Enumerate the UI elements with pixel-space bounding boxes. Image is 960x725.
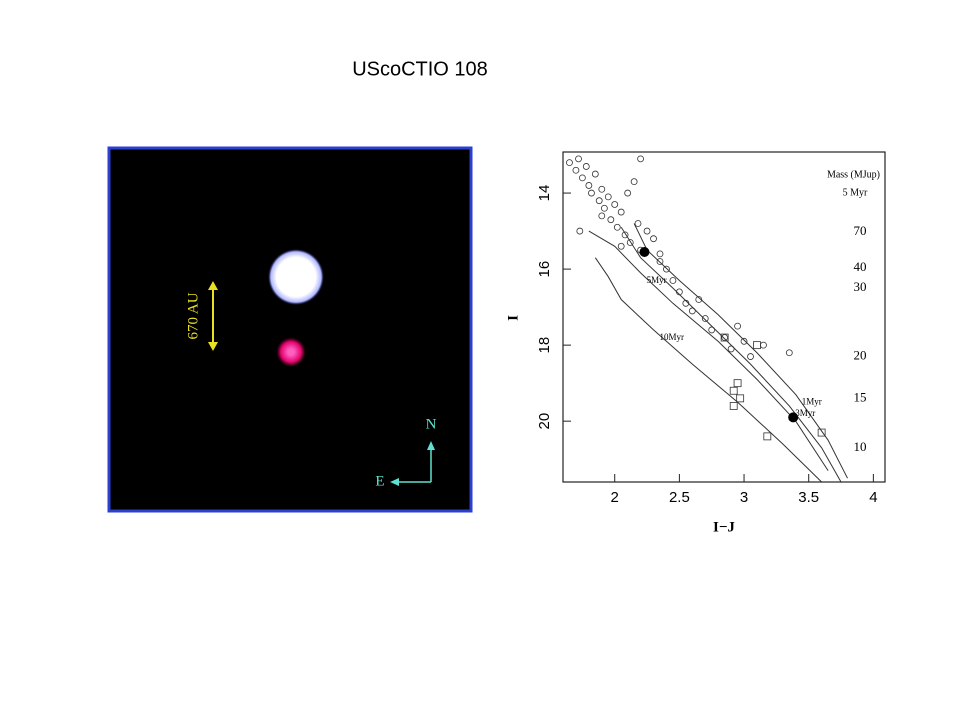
- star-point: [740, 337, 748, 345]
- isochrone-label: 3Myr: [795, 408, 815, 418]
- slide-title: UScoCTIO 108: [352, 58, 488, 80]
- star-point: [604, 193, 612, 201]
- star-point: [675, 288, 683, 296]
- square-point: [763, 432, 772, 441]
- star-point: [626, 239, 634, 246]
- x-tick-label: 3: [740, 489, 748, 506]
- mass-tick-label: 20: [854, 348, 867, 363]
- image-frame: [107, 146, 473, 513]
- star-point: [588, 189, 595, 197]
- star-point: [701, 315, 709, 322]
- square-point: [736, 394, 745, 403]
- square-point: [733, 379, 742, 388]
- square-point: [753, 341, 761, 350]
- square-point: [729, 402, 738, 410]
- star-point: [591, 170, 599, 178]
- star-point: [721, 334, 729, 341]
- star-point: [682, 299, 690, 307]
- target-point: [639, 246, 650, 257]
- star-point: [630, 178, 638, 186]
- image-panel: 670 AU N E: [107, 146, 473, 513]
- isochrone: [588, 230, 829, 471]
- star-point: [656, 250, 664, 258]
- star-point: [708, 326, 716, 334]
- y-axis-label: I: [505, 315, 521, 321]
- star-point: [747, 353, 754, 360]
- star-point: [595, 197, 603, 205]
- x-tick-label: 4: [869, 489, 877, 506]
- y-tick-label: 14: [536, 185, 553, 202]
- star-point: [613, 223, 621, 231]
- mass-tick-label: 70: [854, 223, 867, 238]
- star-point: [734, 322, 741, 330]
- star-point: [617, 242, 625, 250]
- mass-age: 5 Myr: [843, 187, 868, 198]
- mass-tick-label: 15: [854, 389, 867, 404]
- star-point: [585, 182, 593, 189]
- isochrone: [620, 227, 842, 483]
- north-label: N: [426, 416, 437, 432]
- star-point: [598, 185, 606, 193]
- isochrone-label: 5Myr: [647, 275, 667, 285]
- isochrone-label: 1Myr: [802, 397, 822, 407]
- primary-star: [268, 249, 324, 305]
- star-point: [607, 216, 615, 224]
- star-point: [634, 220, 642, 227]
- star-point: [656, 258, 664, 265]
- square-point: [720, 333, 729, 342]
- star-point: [582, 163, 590, 170]
- x-tick-label: 3.5: [798, 489, 819, 506]
- star-point: [785, 349, 793, 357]
- mass-title: Mass (MJup): [827, 169, 880, 180]
- star-point: [637, 155, 644, 163]
- east-label: E: [375, 473, 384, 489]
- star-point: [617, 208, 625, 216]
- star-point: [600, 204, 608, 212]
- square-point: [817, 428, 826, 437]
- star-point: [566, 159, 573, 167]
- scale-label: 670 AU: [185, 292, 201, 339]
- mass-tick-label: 40: [854, 259, 867, 274]
- star-point: [663, 265, 670, 273]
- star-point: [621, 231, 629, 239]
- star-point: [624, 189, 632, 197]
- star-point: [727, 345, 735, 353]
- isochrone: [633, 223, 848, 479]
- y-tick-label: 18: [536, 337, 553, 354]
- compass: [390, 441, 435, 486]
- target-point: [788, 412, 799, 423]
- x-axis-label: I−J: [713, 519, 735, 535]
- isochrone: [594, 257, 822, 483]
- star-point: [611, 201, 619, 208]
- star-point: [669, 277, 677, 284]
- star-point: [598, 212, 606, 220]
- y-tick-label: 16: [536, 261, 553, 278]
- mass-tick-label: 30: [854, 279, 867, 294]
- star-point: [650, 235, 657, 243]
- isochrone-label: 10Myr: [660, 332, 685, 342]
- star-point: [760, 341, 767, 349]
- companion: [276, 337, 306, 367]
- mass-tick-label: 10: [854, 439, 867, 454]
- scale-bar: [208, 281, 218, 351]
- star-point: [688, 307, 696, 315]
- square-point: [729, 386, 738, 395]
- star-point: [643, 227, 651, 235]
- x-tick-label: 2: [611, 489, 619, 506]
- plot-frame: [562, 151, 886, 483]
- x-tick-label: 2.5: [669, 489, 690, 506]
- y-tick-label: 20: [536, 413, 553, 430]
- star-point: [695, 296, 703, 303]
- star-point: [572, 166, 580, 174]
- star-point: [578, 174, 586, 182]
- star-point: [576, 227, 584, 235]
- star-point: [575, 155, 582, 163]
